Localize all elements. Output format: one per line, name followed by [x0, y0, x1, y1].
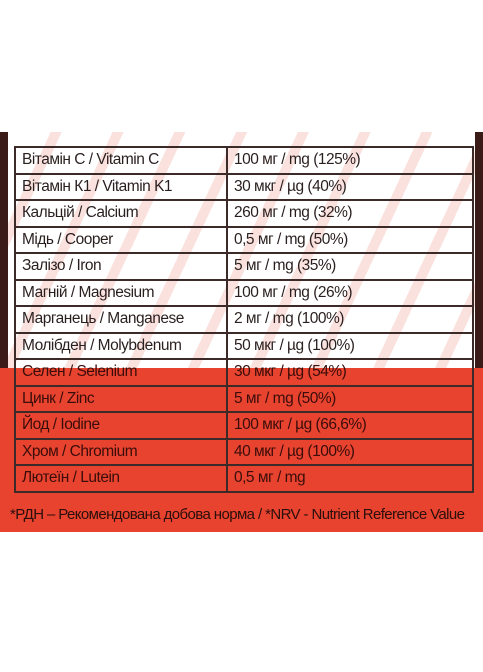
nutrient-amount: 30 мкг / µg (54%) [226, 358, 474, 387]
footnote: *РДН – Рекомендована добова норма / *NRV… [10, 506, 465, 523]
nutrient-amount: 0,5 мг / mg [226, 464, 474, 493]
table-row: Селен / Selenium 30 мкг / µg (54%) [14, 358, 474, 387]
nutrient-amount: 100 мкг / µg (66,6%) [226, 411, 474, 440]
table-row: Йод / Iodine 100 мкг / µg (66,6%) [14, 411, 474, 440]
table-row: Молібден / Molybdenum 50 мкг / µg (100%) [14, 331, 474, 360]
nutrient-name: Марганець / Manganese [14, 305, 228, 334]
table-row: Хром / Chromium 40 мкг / µg (100%) [14, 437, 474, 466]
nutrient-name: Залізо / Iron [14, 252, 228, 281]
nutrient-amount: 0,5 мг / mg (50%) [226, 225, 474, 254]
nutrient-name: Вітамін К1 / Vitamin K1 [14, 172, 228, 201]
nutrient-name: Вітамін С / Vitamin C [14, 146, 228, 175]
nutrient-amount: 5 мг / mg (50%) [226, 384, 474, 413]
nutrient-amount: 40 мкг / µg (100%) [226, 437, 474, 466]
right-edge [475, 132, 483, 368]
nutrient-name: Кальцій / Calcium [14, 199, 228, 228]
nutrient-name: Хром / Chromium [14, 437, 228, 466]
nutrient-amount: 100 мг / mg (125%) [226, 146, 474, 175]
nutrient-amount: 30 мкг / µg (40%) [226, 172, 474, 201]
table-row: Лютеїн / Lutein 0,5 мг / mg [14, 464, 474, 493]
nutrient-name: Цинк / Zinc [14, 384, 228, 413]
table-row: Магній / Magnesium 100 мг / mg (26%) [14, 278, 474, 307]
table-row: Вітамін К1 / Vitamin K1 30 мкг / µg (40%) [14, 172, 474, 201]
nutrient-amount: 260 мг / mg (32%) [226, 199, 474, 228]
table-row: Цинк / Zinc 5 мг / mg (50%) [14, 384, 474, 413]
nutrient-name: Молібден / Molybdenum [14, 331, 228, 360]
nutrient-amount: 5 мг / mg (35%) [226, 252, 474, 281]
left-edge [0, 132, 8, 368]
table-row: Вітамін С / Vitamin C 100 мг / mg (125%) [14, 146, 474, 175]
table-row: Марганець / Manganese 2 мг / mg (100%) [14, 305, 474, 334]
nutrient-name: Лютеїн / Lutein [14, 464, 228, 493]
table-row: Кальцій / Calcium 260 мг / mg (32%) [14, 199, 474, 228]
table-row: Залізо / Iron 5 мг / mg (35%) [14, 252, 474, 281]
nutrient-table: Вітамін С / Vitamin C 100 мг / mg (125%) … [14, 146, 474, 493]
nutrient-name: Мідь / Cooper [14, 225, 228, 254]
nutrient-amount: 2 мг / mg (100%) [226, 305, 474, 334]
table-row: Мідь / Cooper 0,5 мг / mg (50%) [14, 225, 474, 254]
nutrient-name: Селен / Selenium [14, 358, 228, 387]
nutrition-panel: Вітамін С / Vitamin C 100 мг / mg (125%) … [0, 132, 483, 532]
nutrient-amount: 100 мг / mg (26%) [226, 278, 474, 307]
nutrient-name: Йод / Iodine [14, 411, 228, 440]
nutrient-amount: 50 мкг / µg (100%) [226, 331, 474, 360]
nutrient-name: Магній / Magnesium [14, 278, 228, 307]
